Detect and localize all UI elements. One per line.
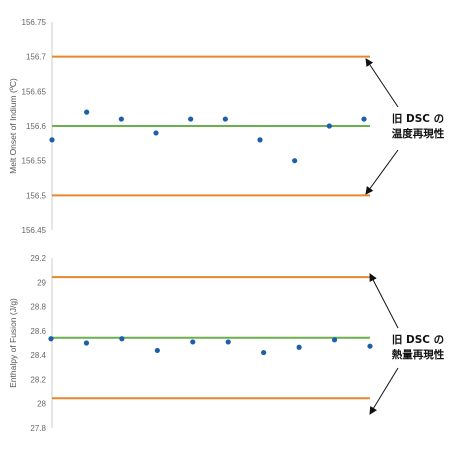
bottom-data-point [225,339,231,345]
bottom-y-tick-label: 28.6 [30,327,46,336]
top-y-tick-labels: 156.75 156.7 156.65 156.6 156.55 156.5 156.45 [22,18,47,235]
top-data-point [292,158,298,164]
top-data-points [49,109,367,164]
bottom-y-tick-label: 27.8 [30,424,46,433]
bottom-data-point [296,344,302,350]
top-y-tick-label: 156.5 [26,191,47,200]
bottom-data-point [119,336,125,342]
top-data-point [361,116,367,122]
top-y-tick-label: 156.6 [26,122,47,131]
top-data-point [84,109,90,115]
top-data-point [188,116,194,122]
bottom-data-point [83,340,90,346]
top-data-point [49,137,55,143]
bottom-arrow-upper [369,273,399,329]
bottom-data-point [154,347,160,354]
top-y-tick-label: 156.7 [26,53,47,62]
top-annotation-line2: 温度再現性 [392,127,445,140]
bottom-y-tick-label: 29 [37,278,46,287]
top-arrow-upper [365,58,399,108]
bottom-arrow-lower [369,367,399,415]
bottom-y-axis-label: Enthalpy of Fusion (J/g) [8,298,18,388]
bottom-data-point [48,336,54,342]
top-y-tick-label: 156.65 [22,87,47,96]
bottom-y-tick-label: 28.4 [30,351,46,360]
bottom-y-tick-label: 28.8 [30,303,46,312]
top-data-point [222,116,228,122]
top-y-tick-label: 156.55 [22,157,47,166]
bottom-annotation-line2: 熱量再現性 [392,348,445,361]
top-reference-lines [52,55,370,197]
bottom-data-point [367,343,373,349]
top-data-point [118,116,124,122]
top-data-point [153,130,159,136]
bottom-data-points [48,336,373,356]
bottom-y-tick-label: 28.2 [30,375,46,384]
top-annotation: 旧 DSC の 温度再現性 [365,58,445,195]
top-chart: Melt Onset of Indium (ºC) 156.75156.7156… [8,18,445,235]
top-arrow-lower [365,149,399,195]
top-data-point [257,137,263,143]
top-y-tick-label: 156.75 [22,18,47,27]
bottom-reference-lines [52,276,370,400]
top-annotation-line1: 旧 DSC の [392,113,444,125]
top-y-axis-label: Melt Onset of Indium (ºC) [8,78,18,174]
top-y-tick-label: 156.45 [22,226,47,235]
bottom-annotation: 旧 DSC の 熱量再現性 [369,273,445,415]
bottom-data-point [331,337,338,343]
top-data-point [326,123,332,129]
bottom-data-point [190,339,196,345]
bottom-annotation-line1: 旧 DSC の [392,334,444,346]
bottom-chart: Enthalpy of Fusion (J/g) 29.22928.828.62… [8,254,445,433]
bottom-data-point [261,349,267,356]
bottom-y-tick-labels: 29.2 29 28.8 28.6 28.4 28.2 28 27.8 [30,254,46,433]
bottom-y-tick-label: 28 [37,400,46,409]
bottom-y-tick-label: 29.2 [30,254,46,263]
